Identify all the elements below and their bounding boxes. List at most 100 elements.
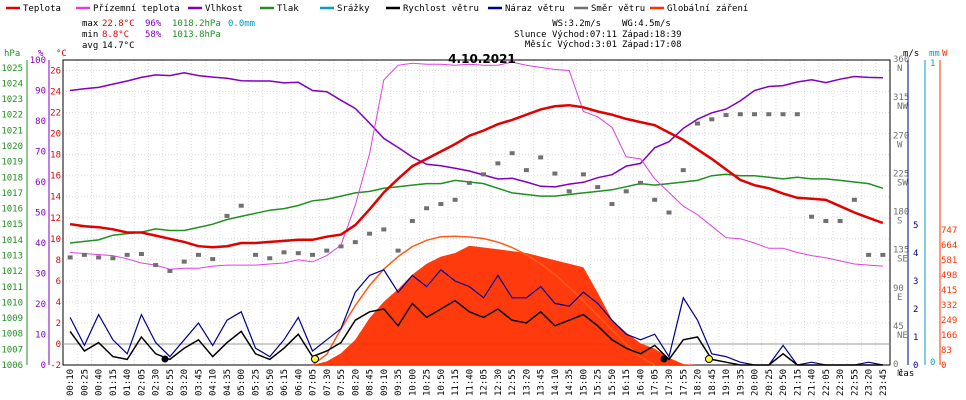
- stat-max-rain: 0.0mm: [228, 19, 255, 29]
- x-tick: 17:55: [679, 369, 689, 396]
- series-temperature: [69, 103, 884, 249]
- direction-tick-label: NW: [897, 102, 908, 112]
- legend-label: Rychlost větru: [403, 4, 479, 14]
- moon-set: Západ:17:08: [622, 40, 682, 50]
- wind-direction-point: [252, 252, 258, 257]
- radiation-tick: 498: [941, 271, 957, 281]
- wind-direction-point: [352, 240, 358, 245]
- wind-direction-point: [595, 185, 601, 190]
- celsius-tick: 20: [50, 130, 61, 140]
- series-pressure: [70, 173, 884, 244]
- celsius-tick: 8: [56, 256, 61, 266]
- x-tick: 20:00: [751, 369, 761, 396]
- celsius-tick: 6: [56, 277, 61, 287]
- celsius-tick: -2: [50, 361, 61, 371]
- wind-ws: WS:3.2m/s: [552, 19, 601, 29]
- x-tick: 16:40: [636, 369, 646, 396]
- wind-direction-point: [680, 168, 686, 173]
- stat-max-humidity: 96%: [145, 19, 162, 29]
- celsius-tick: 0: [56, 340, 61, 350]
- hpa-tick: 1017: [1, 189, 23, 199]
- radiation-tick: 83: [941, 346, 952, 356]
- x-tick: 21:15: [793, 369, 803, 396]
- wind-direction-point: [210, 257, 216, 262]
- celsius-tick: 18: [50, 151, 61, 161]
- legend-label: Náraz větru: [505, 4, 565, 14]
- radiation-tick: 0: [941, 361, 946, 371]
- wind-direction-point: [310, 252, 316, 257]
- rain-axis-unit: mm: [929, 49, 940, 59]
- direction-tick-label: NE: [897, 331, 908, 341]
- celsius-tick: 22: [50, 109, 61, 119]
- direction-tick: 360: [893, 55, 909, 65]
- sun-set: Západ:18:39: [622, 30, 682, 40]
- wind-direction-point: [809, 214, 815, 219]
- hpa-tick: 1023: [1, 95, 23, 105]
- wind-direction-point: [495, 161, 501, 166]
- radiation-tick: 664: [941, 241, 957, 251]
- x-tick: 02:55: [166, 369, 176, 396]
- wind-direction-point: [424, 206, 430, 211]
- sun-rise: Slunce Východ:07:11: [514, 30, 617, 40]
- wind-direction-point: [823, 218, 829, 223]
- direction-tick-label: N: [897, 369, 902, 379]
- radiation-tick: 332: [941, 301, 957, 311]
- hpa-tick: 1022: [1, 111, 23, 121]
- wind-direction-point: [851, 197, 857, 202]
- wind-direction-point: [324, 248, 330, 253]
- direction-tick: 180: [893, 208, 909, 218]
- hpa-tick: 1018: [1, 173, 23, 183]
- wind-direction-point: [338, 244, 344, 249]
- wind-direction-point: [466, 180, 472, 185]
- direction-tick: 315: [893, 93, 909, 103]
- radiation-tick: 415: [941, 286, 957, 296]
- percent-tick: 30: [35, 270, 46, 280]
- moon-rise: Měsíc Východ:3:01: [525, 40, 617, 50]
- wind-direction-point: [295, 251, 301, 256]
- hpa-tick: 1020: [1, 142, 23, 152]
- x-tick: 08:45: [366, 369, 376, 396]
- wind-direction-point: [794, 112, 800, 117]
- wind-direction-point: [709, 117, 715, 122]
- hpa-tick: 1014: [1, 236, 23, 246]
- direction-tick: 90: [893, 284, 904, 294]
- x-tick: 03:20: [180, 369, 190, 396]
- x-tick: 06:40: [294, 369, 304, 396]
- hpa-tick: 1015: [1, 220, 23, 230]
- rain-tick: 1: [930, 59, 935, 69]
- x-tick: 23:45: [879, 369, 889, 396]
- legend-label: Směr větru: [591, 4, 645, 14]
- wind-direction-point: [880, 252, 886, 257]
- x-tick: 18:45: [708, 369, 718, 396]
- wind-direction-point: [523, 168, 529, 173]
- hpa-tick: 1009: [1, 314, 23, 324]
- wind-direction-point: [96, 255, 102, 260]
- wind-direction-point: [509, 151, 515, 156]
- wind-direction-point: [837, 218, 843, 223]
- wind-direction-point: [367, 231, 373, 236]
- wind-direction-point: [409, 218, 415, 223]
- stat-max-label: max: [82, 19, 99, 29]
- sunset-marker: [705, 355, 713, 363]
- percent-tick: 50: [35, 209, 46, 219]
- celsius-tick: 4: [56, 298, 61, 308]
- direction-axis-unit: m/s: [903, 49, 919, 59]
- x-tick: 17:05: [651, 369, 661, 396]
- x-tick: 08:20: [351, 369, 361, 396]
- hpa-tick: 1007: [1, 345, 23, 355]
- x-tick: 12:05: [480, 369, 490, 396]
- hpa-tick: 1024: [1, 79, 23, 89]
- x-tick: 00:10: [66, 369, 76, 396]
- x-tick: 14:10: [551, 369, 561, 396]
- x-tick: 17:30: [665, 369, 675, 396]
- x-tick: 22:05: [822, 369, 832, 396]
- wind-direction-point: [67, 255, 73, 260]
- percent-tick: 0: [41, 361, 46, 371]
- wind-direction-point: [438, 202, 444, 207]
- direction-tick: 135: [893, 246, 909, 256]
- x-tick: 05:50: [266, 369, 276, 396]
- x-tick: 13:45: [537, 369, 547, 396]
- wind-direction-point: [666, 210, 672, 215]
- x-tick: 19:10: [722, 369, 732, 396]
- celsius-tick: 26: [50, 67, 61, 77]
